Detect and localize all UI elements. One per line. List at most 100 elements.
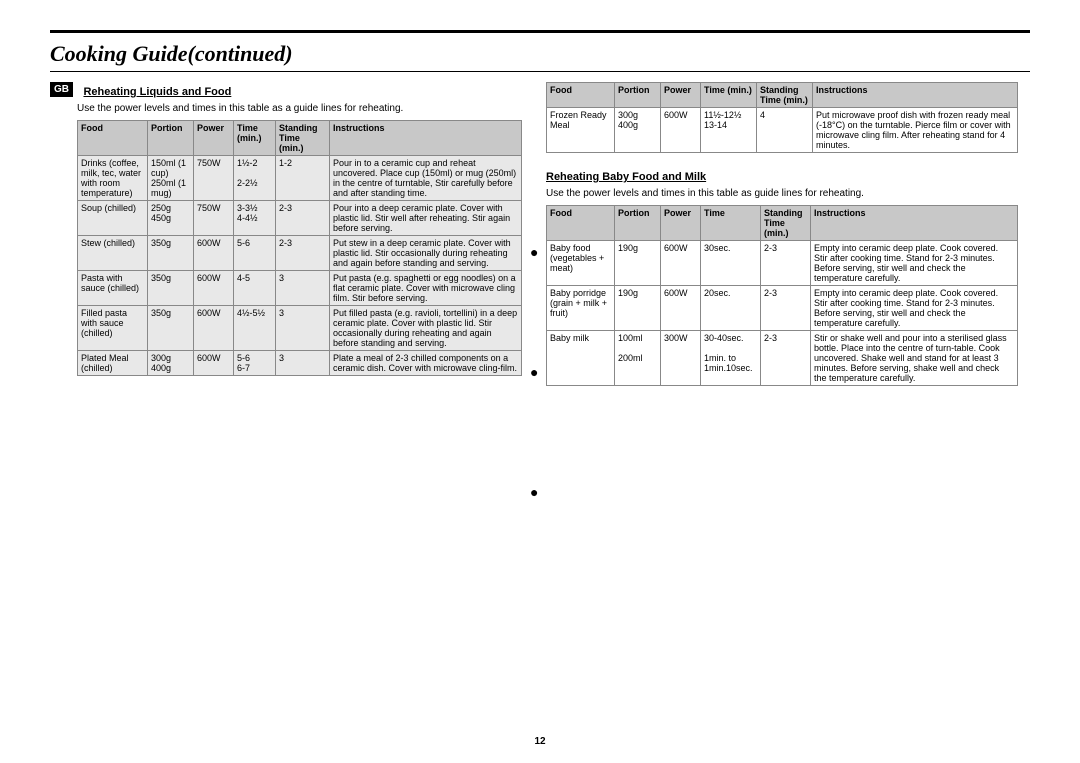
cell-standing: 3 bbox=[276, 306, 330, 351]
th-food: Food bbox=[78, 121, 148, 156]
cell-standing: 3 bbox=[276, 351, 330, 376]
cell-power: 600W bbox=[194, 306, 234, 351]
section2-thead: Food Portion Power Time (min.) Standing … bbox=[547, 83, 1018, 108]
cell-time: 30-40sec. 1min. to 1min.10sec. bbox=[701, 331, 761, 386]
section1-tbody: Drinks (coffee, milk, tec, water with ro… bbox=[78, 156, 522, 376]
th-food2: Food bbox=[547, 83, 615, 108]
cell-power: 600W bbox=[661, 241, 701, 286]
table-row: Stew (chilled)350g600W5-62-3Put stew in … bbox=[78, 236, 522, 271]
cell-instr: Empty into ceramic deep plate. Cook cove… bbox=[811, 241, 1018, 286]
cell-time: 5-6 6-7 bbox=[234, 351, 276, 376]
section3-header: Reheating Baby Food and Milk bbox=[546, 167, 1018, 185]
cell-portion: 190g bbox=[615, 241, 661, 286]
cell-portion: 190g bbox=[615, 286, 661, 331]
table-row: Filled pasta with sauce (chilled)350g600… bbox=[78, 306, 522, 351]
cell-standing: 2-3 bbox=[276, 201, 330, 236]
cell-portion: 350g bbox=[148, 306, 194, 351]
th-food3: Food bbox=[547, 206, 615, 241]
cell-food: Plated Meal (chilled) bbox=[78, 351, 148, 376]
cell-food: Baby milk bbox=[547, 331, 615, 386]
th-portion2: Portion bbox=[615, 83, 661, 108]
th-standing3: Standing Time (min.) bbox=[761, 206, 811, 241]
right-column: ●●● Food Portion Power Time (min.) Stand… bbox=[546, 82, 1018, 386]
cell-instr: Pour into a deep ceramic plate. Cover wi… bbox=[330, 201, 522, 236]
section3-tbody: Baby food (vegetables + meat)190g600W30s… bbox=[547, 241, 1018, 386]
cell-instr: Pour in to a ceramic cup and reheat unco… bbox=[330, 156, 522, 201]
cell-food: Filled pasta with sauce (chilled) bbox=[78, 306, 148, 351]
table-row: Baby porridge (grain + milk + fruit)190g… bbox=[547, 286, 1018, 331]
section3-title: Reheating Baby Food and Milk bbox=[546, 171, 706, 183]
section1-title: Reheating Liquids and Food bbox=[83, 86, 231, 98]
cell-power: 600W bbox=[661, 108, 701, 153]
cell-time: 3-3½ 4-4½ bbox=[234, 201, 276, 236]
cell-power: 750W bbox=[194, 156, 234, 201]
cell-time: 11½-12½ 13-14 bbox=[701, 108, 757, 153]
cell-portion: 250g 450g bbox=[148, 201, 194, 236]
cell-portion: 100ml 200ml bbox=[615, 331, 661, 386]
cell-food: Pasta with sauce (chilled) bbox=[78, 271, 148, 306]
cell-food: Soup (chilled) bbox=[78, 201, 148, 236]
th-standing2: Standing Time (min.) bbox=[757, 83, 813, 108]
cell-time: 4½-5½ bbox=[234, 306, 276, 351]
cell-food: Stew (chilled) bbox=[78, 236, 148, 271]
cell-portion: 300g 400g bbox=[615, 108, 661, 153]
table-row: Pasta with sauce (chilled)350g600W4-53Pu… bbox=[78, 271, 522, 306]
table-row: Frozen Ready Meal300g 400g600W11½-12½ 13… bbox=[547, 108, 1018, 153]
cell-time: 1½-2 2-2½ bbox=[234, 156, 276, 201]
cell-food: Frozen Ready Meal bbox=[547, 108, 615, 153]
left-column: GB Reheating Liquids and Food Use the po… bbox=[50, 82, 522, 386]
cell-instr: Put filled pasta (e.g. ravioli, tortelli… bbox=[330, 306, 522, 351]
cell-power: 300W bbox=[661, 331, 701, 386]
th-power2: Power bbox=[661, 83, 701, 108]
cell-time: 4-5 bbox=[234, 271, 276, 306]
th-standing: Standing Time (min.) bbox=[276, 121, 330, 156]
section1-thead: Food Portion Power Time (min.) Standing … bbox=[78, 121, 522, 156]
cell-portion: 150ml (1 cup) 250ml (1 mug) bbox=[148, 156, 194, 201]
th-instr2: Instructions bbox=[813, 83, 1018, 108]
page-number: 12 bbox=[0, 736, 1080, 747]
cell-instr: Put microwave proof dish with frozen rea… bbox=[813, 108, 1018, 153]
cell-food: Drinks (coffee, milk, tec, water with ro… bbox=[78, 156, 148, 201]
margin-bullets: ●●● bbox=[530, 192, 538, 552]
th-instr: Instructions bbox=[330, 121, 522, 156]
th-power: Power bbox=[194, 121, 234, 156]
th-power3: Power bbox=[661, 206, 701, 241]
section2-table: Food Portion Power Time (min.) Standing … bbox=[546, 82, 1018, 153]
cell-portion: 300g 400g bbox=[148, 351, 194, 376]
cell-power: 600W bbox=[194, 271, 234, 306]
table-row: Soup (chilled)250g 450g750W3-3½ 4-4½2-3P… bbox=[78, 201, 522, 236]
section3-table: Food Portion Power Time Standing Time (m… bbox=[546, 205, 1018, 386]
cell-time: 5-6 bbox=[234, 236, 276, 271]
cell-instr: Empty into ceramic deep plate. Cook cove… bbox=[811, 286, 1018, 331]
document-page: Cooking Guide(continued) GB Reheating Li… bbox=[0, 0, 1080, 763]
cell-power: 600W bbox=[194, 351, 234, 376]
cell-standing: 4 bbox=[757, 108, 813, 153]
cell-power: 750W bbox=[194, 201, 234, 236]
cell-food: Baby porridge (grain + milk + fruit) bbox=[547, 286, 615, 331]
cell-standing: 2-3 bbox=[761, 331, 811, 386]
th-time2: Time (min.) bbox=[701, 83, 757, 108]
th-portion3: Portion bbox=[615, 206, 661, 241]
cell-standing: 2-3 bbox=[761, 286, 811, 331]
cell-time: 30sec. bbox=[701, 241, 761, 286]
section1-header: GB Reheating Liquids and Food bbox=[50, 82, 522, 100]
th-time3: Time bbox=[701, 206, 761, 241]
gb-badge: GB bbox=[50, 82, 73, 97]
th-instr3: Instructions bbox=[811, 206, 1018, 241]
cell-instr: Stir or shake well and pour into a steri… bbox=[811, 331, 1018, 386]
section1-note: Use the power levels and times in this t… bbox=[77, 103, 522, 114]
section1-table: Food Portion Power Time (min.) Standing … bbox=[77, 120, 522, 376]
th-time: Time (min.) bbox=[234, 121, 276, 156]
cell-standing: 2-3 bbox=[276, 236, 330, 271]
cell-instr: Put pasta (e.g. spaghetti or egg noodles… bbox=[330, 271, 522, 306]
cell-standing: 2-3 bbox=[761, 241, 811, 286]
cell-power: 600W bbox=[661, 286, 701, 331]
page-title: Cooking Guide(continued) bbox=[50, 41, 1030, 67]
cell-instr: Put stew in a deep ceramic plate. Cover … bbox=[330, 236, 522, 271]
cell-food: Baby food (vegetables + meat) bbox=[547, 241, 615, 286]
cell-portion: 350g bbox=[148, 271, 194, 306]
section3-note: Use the power levels and times in this t… bbox=[546, 188, 1018, 199]
section2-tbody: Frozen Ready Meal300g 400g600W11½-12½ 13… bbox=[547, 108, 1018, 153]
table-row: Baby food (vegetables + meat)190g600W30s… bbox=[547, 241, 1018, 286]
table-row: Drinks (coffee, milk, tec, water with ro… bbox=[78, 156, 522, 201]
